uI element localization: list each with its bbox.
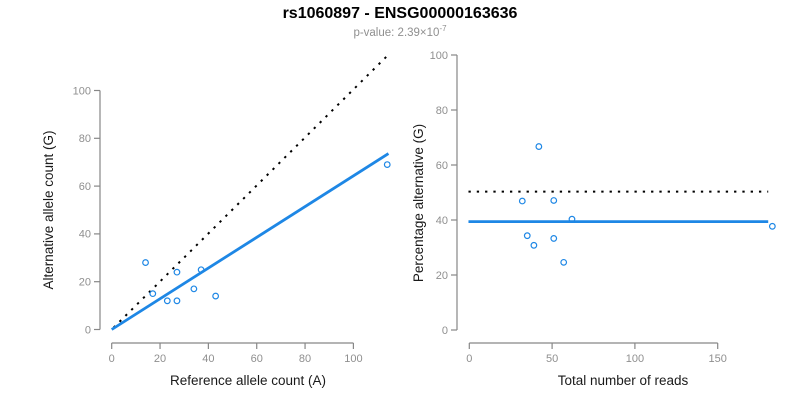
data-points <box>142 161 391 305</box>
x-tick-label: 60 <box>251 353 263 365</box>
right-plot: 0 20 40 60 80 100 0 50 100 150 Total number of rea… <box>411 50 776 388</box>
identity-line <box>112 55 388 329</box>
data-point <box>197 266 205 274</box>
y-tick-label: 80 <box>79 133 91 145</box>
x-tick-label: 0 <box>466 353 472 365</box>
data-point <box>173 297 181 305</box>
data-point <box>212 292 220 300</box>
y-axis-label: Alternative allele count (G) <box>41 130 56 289</box>
y-axis-label: Percentage alternative (G) <box>411 124 426 282</box>
data-point <box>163 297 171 305</box>
y-tick-label: 40 <box>79 229 91 241</box>
pvalue-text: p-value: 2.39×10 <box>353 26 440 39</box>
data-point <box>768 222 776 230</box>
data-points <box>518 143 776 266</box>
data-point <box>560 258 568 266</box>
y-tick-label: 80 <box>436 105 448 117</box>
data-point <box>142 259 149 266</box>
y-tick-label: 20 <box>436 270 448 282</box>
x-tick-label: 40 <box>202 353 214 365</box>
x-axis-label: Total number of reads <box>558 373 689 388</box>
x-axis: 0 50 100 150 <box>466 342 727 365</box>
data-point <box>149 290 157 298</box>
figure-title: rs1060897 - ENSG00000163636 <box>282 5 518 22</box>
left-plot: 0 20 40 60 80 100 0 20 40 60 80 100 Reference allele… <box>41 55 391 388</box>
y-tick-label: 0 <box>442 325 448 337</box>
x-axis: 0 20 40 60 80 100 <box>109 342 363 365</box>
data-point <box>568 215 576 223</box>
y-tick-label: 0 <box>85 324 91 336</box>
y-tick-label: 60 <box>79 181 91 193</box>
data-point <box>383 161 391 168</box>
x-tick-label: 0 <box>109 353 115 365</box>
y-tick-label: 100 <box>73 85 91 97</box>
x-axis-label: Reference allele count (A) <box>170 373 326 388</box>
x-tick-label: 150 <box>709 353 727 365</box>
y-tick-label: 40 <box>436 215 448 227</box>
data-point <box>535 143 543 150</box>
data-point <box>518 197 526 205</box>
x-tick-label: 80 <box>299 353 311 365</box>
y-axis: 0 20 40 60 80 100 <box>430 50 458 337</box>
data-point <box>550 197 558 204</box>
x-tick-label: 20 <box>154 353 166 365</box>
x-tick-label: 100 <box>344 353 362 365</box>
regression-line <box>110 152 390 331</box>
data-point <box>550 235 558 242</box>
figure-subtitle: p-value: 2.39×10-7 <box>0 24 800 39</box>
y-axis: 0 20 40 60 80 100 <box>73 85 101 336</box>
y-tick-label: 60 <box>436 160 448 172</box>
pvalue-exponent: -7 <box>439 24 447 33</box>
y-tick-label: 20 <box>79 277 91 289</box>
data-point <box>530 241 538 249</box>
x-tick-label: 100 <box>626 353 644 365</box>
x-tick-label: 50 <box>546 353 558 365</box>
data-point <box>190 285 198 293</box>
data-point <box>523 232 531 240</box>
y-tick-label: 100 <box>430 50 448 62</box>
data-point <box>173 268 181 276</box>
